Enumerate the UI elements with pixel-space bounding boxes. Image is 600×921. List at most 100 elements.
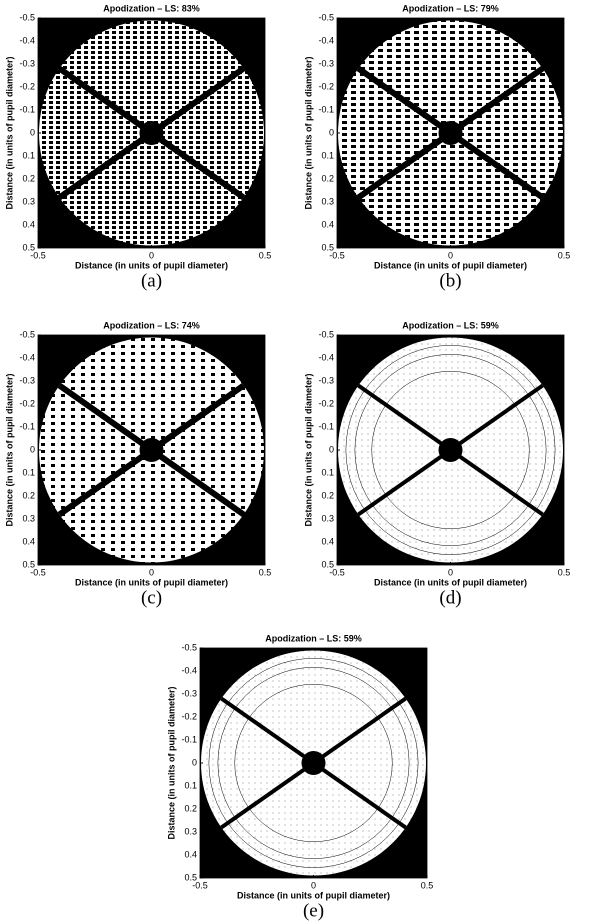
panel-caption: (c) <box>141 587 162 608</box>
y-tick-label: 0.4 <box>321 536 334 546</box>
ring <box>371 371 530 529</box>
spider-vane <box>57 130 154 200</box>
spider-vane <box>149 447 246 517</box>
central-obscuration <box>139 121 164 145</box>
panel: Apodization – LS: 74% -0.5 -0.4 -0.3 -0.2 -0.… <box>4 320 271 608</box>
spider-vane <box>312 696 407 765</box>
spider-vane <box>57 66 154 136</box>
ring <box>234 684 393 842</box>
y-tick-label: -0.3 <box>318 58 334 68</box>
y-tick-label: 0.5 <box>321 559 334 569</box>
y-tick-label: -0.4 <box>318 35 334 45</box>
panel: Apodization – LS: 59% -0.5 -0.4 -0.3 -0.2 -0.… <box>166 633 433 921</box>
x-axis-label: Distance (in units of pupil diameter) <box>75 260 228 270</box>
ring <box>208 658 419 868</box>
spider-vane <box>149 130 246 200</box>
y-tick-label: -0.2 <box>318 81 334 91</box>
y-tick-label: 0.4 <box>22 536 35 546</box>
y-tick-label: 0.3 <box>22 513 35 523</box>
y-tick-label: -0.4 <box>19 352 35 362</box>
y-tick-label: 0.5 <box>22 559 35 569</box>
y-tick-label: 0 <box>329 444 334 454</box>
axes-frame <box>336 17 565 249</box>
y-tick-label: -0.5 <box>19 12 35 22</box>
x-tick-label: -0.5 <box>30 567 46 577</box>
x-axis-label: Distance (in units of pupil diameter) <box>374 577 527 587</box>
spider-vane <box>356 130 453 200</box>
y-tick-label: 0.1 <box>184 780 197 790</box>
y-tick-label: 0.3 <box>184 826 197 836</box>
y-tick-label: -0.2 <box>318 398 334 408</box>
x-tick-label: -0.5 <box>30 250 46 260</box>
y-tick-label: 0.5 <box>321 242 334 252</box>
y-tick-label: 0.2 <box>321 173 334 183</box>
y-tick-label: 0.5 <box>22 242 35 252</box>
spider-vane <box>149 66 246 136</box>
x-axis-label: Distance (in units of pupil diameter) <box>237 890 390 900</box>
spider-vane <box>449 448 544 517</box>
y-tick-label: -0.3 <box>318 375 334 385</box>
panel-title: Apodization – LS: 74% <box>103 320 200 330</box>
y-tick-label: -0.5 <box>318 329 334 339</box>
x-tick-label: 0 <box>448 567 453 577</box>
y-axis-label: Distance (in units of pupil diameter) <box>4 373 14 526</box>
spider-vane <box>312 761 407 830</box>
spider-vane <box>57 383 154 453</box>
panel-caption: (b) <box>439 270 461 291</box>
x-tick-label: 0 <box>448 250 453 260</box>
y-tick-label: 0.3 <box>321 513 334 523</box>
panel-title: Apodization – LS: 83% <box>103 3 200 13</box>
spider-vane <box>448 66 545 136</box>
y-tick-label: 0.2 <box>22 490 35 500</box>
y-axis-label: Distance (in units of pupil diameter) <box>303 56 313 209</box>
x-tick-label: 0.5 <box>558 567 571 577</box>
y-tick-label: 0.3 <box>321 196 334 206</box>
y-tick-label: -0.4 <box>19 35 35 45</box>
x-tick-label: 0 <box>149 250 154 260</box>
y-tick-label: 0.2 <box>22 173 35 183</box>
y-tick-label: 0.4 <box>184 849 197 859</box>
panel: Apodization – LS: 83% -0.5 -0.4 -0.3 -0.2 -0.… <box>4 3 271 291</box>
y-tick-label: -0.1 <box>19 104 35 114</box>
panel-caption: (d) <box>439 587 461 608</box>
panel-title: Apodization – LS: 59% <box>402 320 499 330</box>
panel: Apodization – LS: 79% -0.5 -0.4 -0.3 -0.2 -0.… <box>303 3 570 291</box>
y-tick-label: 0.2 <box>321 490 334 500</box>
x-tick-label: 0.5 <box>421 880 434 890</box>
y-tick-label: 0 <box>329 127 334 137</box>
y-tick-label: 0.1 <box>22 467 35 477</box>
y-tick-label: 0.2 <box>184 803 197 813</box>
x-axis-label: Distance (in units of pupil diameter) <box>75 577 228 587</box>
ring <box>354 354 547 546</box>
y-tick-label: -0.5 <box>19 329 35 339</box>
spider-vane <box>448 130 545 200</box>
y-tick-label: 0.1 <box>321 467 334 477</box>
y-axis-label: Distance (in units of pupil diameter) <box>4 56 14 209</box>
y-tick-label: 0.4 <box>321 219 334 229</box>
axes-frame <box>37 334 266 566</box>
y-tick-label: -0.1 <box>318 104 334 114</box>
spider-vane <box>449 383 544 452</box>
x-tick-label: 0 <box>149 567 154 577</box>
y-axis-label: Distance (in units of pupil diameter) <box>303 373 313 526</box>
y-tick-label: 0.1 <box>321 150 334 160</box>
panel: Apodization – LS: 59% -0.5 -0.4 -0.3 -0.2 -0.… <box>303 320 570 608</box>
spider-vane <box>57 447 154 517</box>
y-tick-label: -0.1 <box>318 421 334 431</box>
x-tick-label: -0.5 <box>329 250 345 260</box>
spider-vane <box>357 448 452 517</box>
y-tick-label: -0.5 <box>318 12 334 22</box>
panel-title: Apodization – LS: 59% <box>265 633 362 643</box>
central-obscuration <box>301 751 326 775</box>
y-axis-label: Distance (in units of pupil diameter) <box>166 686 176 839</box>
axes-frame <box>336 334 565 566</box>
y-tick-label: -0.2 <box>19 81 35 91</box>
axes-frame <box>37 17 266 249</box>
panel-caption: (a) <box>141 270 162 291</box>
y-tick-label: -0.4 <box>318 352 334 362</box>
x-tick-label: 0.5 <box>259 250 272 260</box>
y-tick-label: -0.4 <box>181 665 197 675</box>
x-tick-label: 0.5 <box>259 567 272 577</box>
x-tick-label: 0.5 <box>558 250 571 260</box>
